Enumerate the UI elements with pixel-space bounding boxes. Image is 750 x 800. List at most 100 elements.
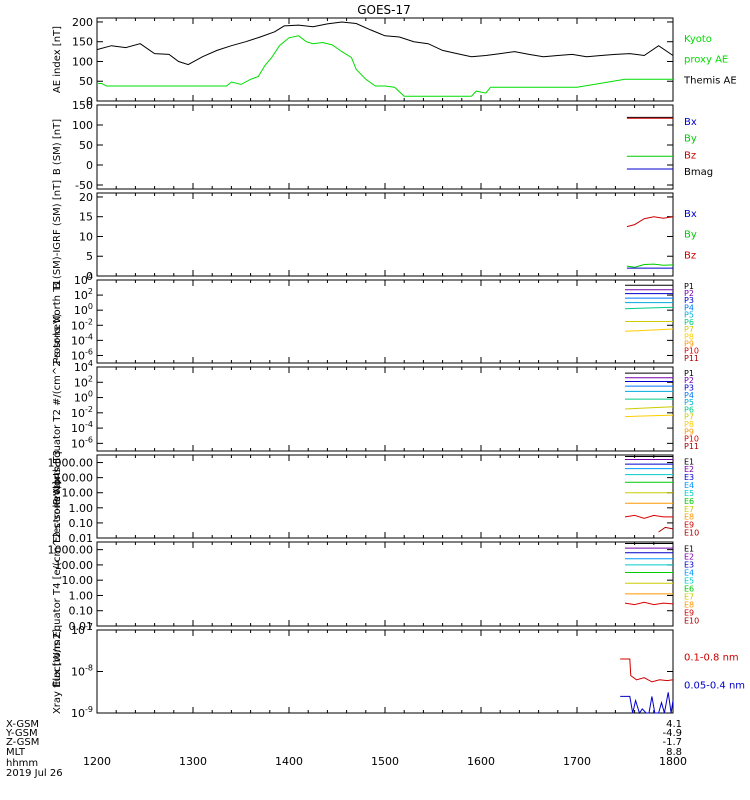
- legend-p1: P1: [684, 282, 694, 291]
- legend-e10: E10: [684, 528, 699, 537]
- legend-p5: P5: [684, 398, 694, 407]
- y-tick-label: 100: [74, 302, 93, 317]
- legend-p9: P9: [684, 340, 694, 349]
- legend-bmag: Bmag: [684, 167, 713, 178]
- ephemeris-footer: 1200 1300 1400 1500 1600 1700 1800 X-GSMY-GSMZ-…: [5, 719, 687, 779]
- legend-e8: E8: [684, 513, 694, 522]
- y-tick-label: 100: [74, 390, 93, 405]
- series-e9: [624, 601, 674, 606]
- legend-e9: E9: [684, 521, 694, 530]
- y-tick-label: 10-8: [71, 664, 93, 679]
- y-tick-label: 20: [79, 191, 93, 204]
- legend-p5: P5: [684, 311, 694, 320]
- series-0-05-0-4-nm: [620, 692, 674, 715]
- legend-p1: P1: [684, 369, 694, 378]
- legend-p6: P6: [684, 318, 694, 327]
- x-tick-label: 1800: [659, 755, 687, 768]
- legend-e5: E5: [684, 576, 694, 585]
- panel-6: 1000.00 100.00 10.00 1.00 0.10 0.01 Electrons …: [48, 450, 700, 545]
- legend-p3: P3: [684, 296, 694, 305]
- panel-frame: [96, 104, 674, 190]
- footer-value: 8.8: [666, 747, 682, 758]
- legend-e7: E7: [684, 592, 694, 601]
- legend-p7: P7: [684, 325, 694, 334]
- y-tick-label: 10.00: [62, 574, 94, 587]
- panel-frame: [96, 192, 674, 277]
- series-bz: [626, 216, 674, 228]
- legend-p8: P8: [684, 420, 694, 429]
- y-tick-label: 0.10: [69, 517, 94, 530]
- legend-e1: E1: [684, 457, 694, 466]
- legend-e2: E2: [684, 552, 694, 561]
- y-tick-label: 1.00: [69, 589, 94, 602]
- legend-by: By: [684, 134, 697, 145]
- legend-e1: E1: [684, 544, 694, 553]
- series-e9: [624, 514, 673, 519]
- series-by: [626, 263, 674, 268]
- series-p8: [624, 414, 674, 418]
- y-tick-label: 100: [72, 119, 93, 132]
- x-tick-label: 1200: [83, 755, 111, 768]
- y-tick-label: 10-6: [71, 435, 93, 450]
- footer-label: Y-GSM: [5, 728, 38, 739]
- panel-7: 1000.00 100.00 10.00 1.00 0.10 0.01 Electrons …: [48, 481, 700, 687]
- legend-by: By: [684, 230, 697, 241]
- y-tick-label: 50: [79, 75, 93, 88]
- panel-frame: [96, 629, 674, 714]
- series-e10: [658, 526, 674, 533]
- legend-p10: P10: [684, 347, 699, 356]
- y-tick-label: 1000.00: [48, 457, 94, 470]
- legend-p11: P11: [684, 442, 699, 451]
- legend-p8: P8: [684, 332, 694, 341]
- legend-p2: P2: [684, 289, 694, 298]
- panel-frame: [96, 454, 674, 539]
- y-tick-label: 10-9: [71, 705, 93, 720]
- legend-e6: E6: [684, 584, 694, 593]
- x-tick-label: 1600: [467, 755, 495, 768]
- y-tick-label: 10-7: [71, 622, 93, 637]
- footer-label: MLT: [6, 747, 26, 758]
- panel-frame: [96, 17, 674, 102]
- x-tick-label: 1500: [371, 755, 399, 768]
- panel-frame: [96, 366, 674, 452]
- y-tick-label: 0: [86, 95, 93, 108]
- y-tick-label: 10-4: [71, 420, 93, 435]
- footer-label: hhmm: [6, 758, 38, 769]
- y-tick-label: 104: [74, 359, 93, 374]
- y-tick-label: 10-2: [71, 405, 93, 420]
- y-axis-label: Xray flux [W/m2]: [52, 629, 63, 714]
- y-tick-label: 1000.00: [48, 544, 94, 557]
- legend-e2: E2: [684, 465, 694, 474]
- y-axis-label: Protons North T1: [52, 279, 63, 363]
- y-tick-label: 0: [86, 159, 93, 172]
- y-axis-label: Protons Equator T2 #/(cm^2-s-sr-keV): [52, 313, 63, 505]
- legend-p9: P9: [684, 427, 694, 436]
- series-0-1-0-8-nm: [620, 658, 674, 683]
- y-tick-label: 10-2: [71, 317, 93, 332]
- y-tick-label: 10.00: [62, 487, 94, 500]
- panel-8: 10-7 10-8 10-9 Xray flux [W/m2] 0.1-0.8 nm 0.…: [52, 622, 745, 720]
- footer-label: X-GSM: [6, 719, 39, 730]
- panel-1: 0 50 100 150 200 AE index [nT] Kyoto proxy AE Th…: [52, 16, 737, 108]
- legend-0-1-0-8-nm: 0.1-0.8 nm: [684, 653, 739, 664]
- y-tick-label: 5: [86, 250, 93, 263]
- panel-2: -50 0 50 100 150 B (SM) [nT] Bx By Bz Bmag: [52, 99, 713, 192]
- legend-bz: Bz: [684, 150, 696, 161]
- legend-proxy-ae: proxy AE: [684, 55, 728, 66]
- x-tick-label: 1700: [563, 755, 591, 768]
- y-axis-label: B (SM) [nT]: [52, 119, 63, 175]
- panel-3: 0 5 10 15 20 B (SM)-IGRF (SM) [nT] Bx By Bz: [52, 180, 697, 289]
- y-tick-label: 10-4: [71, 332, 93, 347]
- y-tick-label: 104: [74, 272, 93, 287]
- y-tick-label: 50: [79, 139, 93, 152]
- legend-e4: E4: [684, 568, 694, 577]
- footer-label: Z-GSM: [6, 737, 39, 748]
- legend-bz: Bz: [684, 250, 696, 261]
- legend-0-05-0-4-nm: 0.05-0.4 nm: [684, 680, 745, 691]
- y-tick-label: 200: [72, 16, 93, 29]
- legend-bx: Bx: [684, 117, 697, 128]
- legend-p10: P10: [684, 435, 699, 444]
